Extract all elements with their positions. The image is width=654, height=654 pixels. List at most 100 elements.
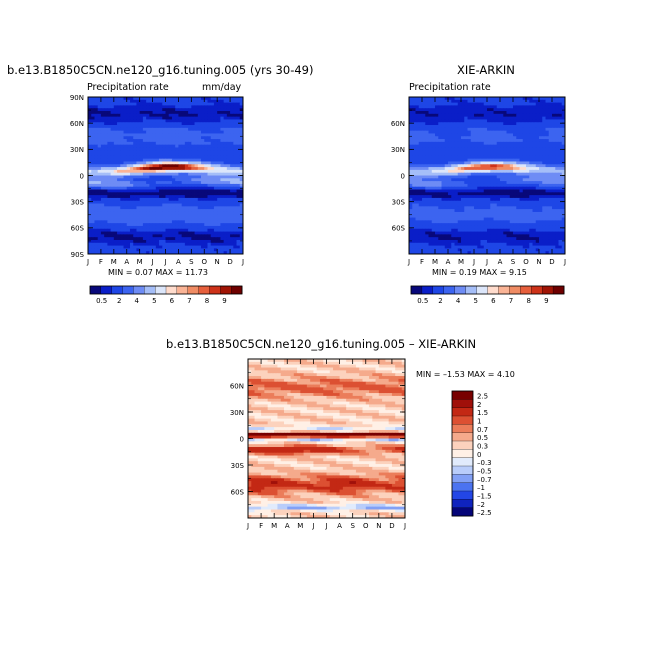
panel1-cell <box>126 206 131 210</box>
panel1-cell <box>104 189 108 193</box>
panel1-cell <box>107 116 112 120</box>
panel2-cell <box>435 161 439 165</box>
panel1-cell <box>175 122 179 126</box>
panel2-cell <box>516 97 520 101</box>
panel2-cell <box>487 105 491 109</box>
panel2-cell <box>542 200 546 204</box>
panel2-cell <box>490 178 494 182</box>
panel2-cell <box>519 164 524 168</box>
panel1-cell <box>120 141 124 146</box>
panel1-cell <box>236 161 241 165</box>
panel2-cell <box>480 175 485 179</box>
panel1-cell <box>133 183 137 188</box>
panel1-cell <box>152 223 157 227</box>
panel2-cell <box>516 164 520 168</box>
panel1-cell <box>88 150 92 154</box>
panel2-cell <box>555 195 559 199</box>
panel2-cell <box>435 155 439 160</box>
panel1-cell <box>146 102 150 106</box>
panel1-cell <box>223 164 228 168</box>
panel1-cell <box>91 158 95 162</box>
panel1-cell <box>230 147 234 151</box>
panel1-cell <box>149 197 153 202</box>
panel2-cell <box>435 200 439 204</box>
panel1-cell <box>233 161 237 165</box>
panel1-cell <box>126 209 131 213</box>
panel2-cell <box>444 153 449 157</box>
panel1-cell <box>226 116 231 120</box>
panel1-cell <box>207 175 212 179</box>
panel2-cell <box>503 147 507 151</box>
panel1-cell <box>159 223 163 227</box>
panel1-cell <box>236 111 241 115</box>
panel1-cell <box>117 242 121 246</box>
panel2-cell <box>415 130 420 134</box>
panel1-cell <box>107 99 112 103</box>
panel1-cell <box>113 175 118 179</box>
panel2-cell <box>425 119 429 123</box>
panel1-cell <box>210 113 215 118</box>
panel1-cell <box>123 102 128 106</box>
panel1-cell <box>110 209 115 213</box>
panel1-cell <box>126 164 131 168</box>
panel1-cell <box>91 223 95 227</box>
panel1-cell <box>113 119 118 123</box>
panel1-cell <box>126 141 131 146</box>
panel2-cell <box>529 167 533 171</box>
panel2-cell <box>438 108 442 112</box>
panel2-cell <box>487 125 491 129</box>
panel1-cell <box>204 209 208 213</box>
panel2-cell <box>418 197 423 202</box>
panel2-cell <box>422 217 426 221</box>
panel2-cell <box>496 189 501 193</box>
panel2-cell <box>428 167 433 171</box>
panel2-cell <box>418 105 423 109</box>
panel1-cell <box>230 102 234 106</box>
panel2-cell <box>444 130 449 134</box>
panel1-cell <box>207 150 212 154</box>
panel2-cell <box>532 153 537 157</box>
panel2-cell <box>454 211 459 216</box>
panel2-cell <box>548 164 553 168</box>
panel1-cell <box>113 245 118 249</box>
panel1-cell <box>220 245 225 249</box>
panel1-cell <box>165 108 170 112</box>
panel2-cell <box>431 192 436 196</box>
panel1-cell <box>165 211 170 216</box>
panel2-cell <box>555 220 559 224</box>
panel1-cell <box>100 147 105 151</box>
panel2-cell <box>522 158 527 162</box>
panel1-cell <box>94 116 99 120</box>
panel1-cell <box>239 197 244 202</box>
panel1-cell <box>117 169 121 174</box>
panel2-cell <box>409 111 413 115</box>
panel2-cell <box>496 206 501 210</box>
panel1-cell <box>210 242 215 246</box>
panel1-cell <box>191 181 195 185</box>
panel2-cell <box>435 211 439 216</box>
panel1-cell <box>110 119 115 123</box>
panel1-cell <box>181 181 186 185</box>
panel2-cell <box>454 122 459 126</box>
panel2-cell <box>509 130 514 134</box>
panel2-cell <box>493 127 498 132</box>
panel1-cell <box>171 183 176 188</box>
panel1-cell <box>162 144 166 148</box>
panel1-cell <box>162 209 166 213</box>
panel2-cell <box>522 105 527 109</box>
panel1-cell <box>123 133 128 137</box>
panel1-cell <box>129 141 134 146</box>
panel1-cell <box>204 228 208 232</box>
panel1-cell <box>162 178 166 182</box>
panel1-cell <box>88 139 92 143</box>
panel2-cell <box>496 127 501 132</box>
panel1-cell <box>146 144 150 148</box>
panel1-cell <box>100 242 105 246</box>
panel2-cell <box>526 192 530 196</box>
panel1-cell <box>136 153 141 157</box>
panel2-cell <box>548 122 553 126</box>
panel2-cell <box>438 144 442 148</box>
panel1-cell <box>175 147 179 151</box>
panel1-cell <box>142 225 147 230</box>
panel2-cell <box>503 116 507 120</box>
